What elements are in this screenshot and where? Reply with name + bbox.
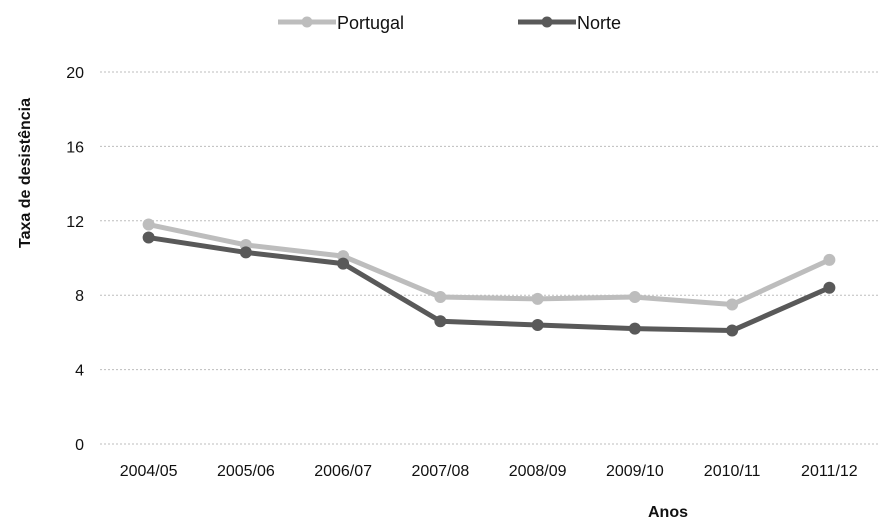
x-tick-label: 2009/10 [606,463,664,480]
data-point [434,315,447,328]
gridlines [100,71,878,445]
legend-marker [301,16,313,28]
legend-label: Portugal [337,13,404,33]
data-point [823,253,836,266]
y-tick-label: 20 [66,65,84,82]
data-point [823,281,836,294]
legend-marker [541,16,553,28]
legend-label: Norte [577,13,621,33]
y-axis-title: Taxa de desistência [17,98,34,248]
data-point [628,322,641,335]
y-tick-label: 8 [75,288,84,305]
x-tick-label: 2005/06 [217,463,275,480]
legend-item-portugal: Portugal [278,13,404,33]
series-lines [142,218,836,337]
x-tick-label: 2010/11 [704,463,761,480]
x-tick-label: 2006/07 [314,463,372,480]
x-tick-label: 2011/12 [801,463,858,480]
data-point [337,257,350,270]
data-point [531,292,544,305]
x-axis-title: Anos [648,504,688,521]
legend: Portugal Norte [278,13,621,33]
y-tick-label: 12 [66,214,84,231]
series-line [148,222,831,307]
y-tick-label: 16 [66,139,84,156]
series-line [148,235,831,334]
data-point [726,298,739,311]
x-tick-label: 2004/05 [120,463,178,480]
y-tick-label: 4 [75,363,84,380]
y-tick-labels: 0 4 8 12 16 20 [66,65,84,454]
data-point [628,291,641,304]
series-portugal [142,218,836,311]
legend-item-norte: Norte [518,13,621,33]
y-tick-label: 0 [75,437,84,454]
x-tick-label: 2007/08 [411,463,469,480]
data-point [726,324,739,337]
x-tick-labels: 2004/05 2005/06 2006/07 2007/08 2008/09 … [120,463,858,480]
data-point [142,231,155,244]
series-norte [142,231,836,337]
data-point [239,246,252,259]
data-point [142,218,155,231]
data-point [434,291,447,304]
x-tick-label: 2008/09 [509,463,567,480]
data-point [531,318,544,331]
